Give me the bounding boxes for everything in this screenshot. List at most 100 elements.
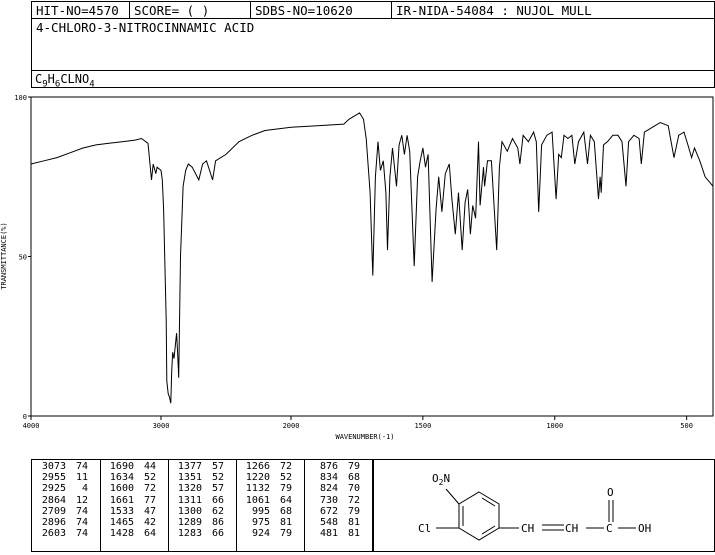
peak-row: 481 81 xyxy=(310,528,370,539)
peak-row: 2925 4 xyxy=(38,483,98,494)
peak-row: 548 81 xyxy=(310,517,370,528)
peak-wavenumber: 3073 xyxy=(41,461,66,472)
peak-wavenumber: 1428 xyxy=(109,528,134,540)
peak-transmittance: 81 xyxy=(347,528,360,540)
structure-panel: O2N Cl CH CH C O OH xyxy=(373,459,715,552)
peak-row: 1220 52 xyxy=(242,472,302,483)
peak-transmittance: 81 xyxy=(347,517,360,529)
peak-wavenumber: 995 xyxy=(251,505,270,517)
peak-wavenumber: 1220 xyxy=(245,472,270,484)
peak-wavenumber: 1289 xyxy=(177,517,202,529)
peak-row: 1377 57 xyxy=(174,461,234,472)
peak-row: 834 68 xyxy=(310,472,370,483)
peak-row: 924 79 xyxy=(242,528,302,539)
peak-wavenumber: 672 xyxy=(319,505,338,517)
peak-wavenumber: 2896 xyxy=(41,517,66,529)
x-axis-label: WAVENUMBER(-1) xyxy=(335,433,394,441)
peak-wavenumber: 1300 xyxy=(177,505,202,517)
peak-transmittance: 52 xyxy=(211,472,224,484)
peak-transmittance: 52 xyxy=(143,472,156,484)
peak-row: 1465 42 xyxy=(106,517,166,528)
peak-wavenumber: 1283 xyxy=(177,528,202,540)
x-tick-label: 4000 xyxy=(23,422,40,430)
peak-wavenumber: 481 xyxy=(319,528,338,540)
peak-row: 2955 11 xyxy=(38,472,98,483)
peak-wavenumber: 2603 xyxy=(41,528,66,540)
peak-transmittance: 74 xyxy=(75,517,88,529)
peak-transmittance: 79 xyxy=(347,505,360,517)
y-axis-label: TRANSMITTANCE(%) xyxy=(0,222,8,289)
y-tick-label: 50 xyxy=(19,254,27,262)
peak-transmittance: 72 xyxy=(279,461,292,472)
peak-transmittance: 74 xyxy=(75,461,88,472)
peak-wavenumber: 2864 xyxy=(41,494,66,506)
peak-transmittance: 86 xyxy=(211,517,224,529)
peak-transmittance: 74 xyxy=(75,528,88,540)
peak-row: 1283 66 xyxy=(174,528,234,539)
peak-wavenumber: 1634 xyxy=(109,472,134,484)
peak-transmittance: 74 xyxy=(75,505,88,517)
peak-transmittance: 66 xyxy=(211,528,224,540)
peak-transmittance: 11 xyxy=(75,472,88,484)
x-tick-label: 1000 xyxy=(546,422,563,430)
peak-row: 1428 64 xyxy=(106,528,166,539)
peak-transmittance: 72 xyxy=(143,483,156,495)
peak-wavenumber: 1533 xyxy=(109,505,134,517)
hit-number: HIT-NO=4570 xyxy=(36,3,119,18)
peak-transmittance: 4 xyxy=(81,483,88,495)
peak-wavenumber: 876 xyxy=(319,461,338,472)
hydroxyl-label: OH xyxy=(638,522,651,535)
peak-transmittance: 70 xyxy=(347,483,360,495)
peak-wavenumber: 924 xyxy=(251,528,270,540)
peak-transmittance: 64 xyxy=(279,494,292,506)
peak-row: 1533 47 xyxy=(106,506,166,517)
peak-transmittance: 79 xyxy=(279,483,292,495)
peak-row: 975 81 xyxy=(242,517,302,528)
peak-row: 2864 12 xyxy=(38,495,98,506)
peak-row: 1311 66 xyxy=(174,495,234,506)
peak-transmittance: 79 xyxy=(347,461,360,472)
x-tick-label: 1500 xyxy=(414,422,431,430)
peak-wavenumber: 1465 xyxy=(109,517,134,529)
peak-wavenumber: 2955 xyxy=(41,472,66,484)
peak-wavenumber: 730 xyxy=(319,494,338,506)
ir-id: IR-NIDA-54084 : NUJOL MULL xyxy=(396,3,592,18)
peak-row: 1132 79 xyxy=(242,483,302,494)
x-tick-label: 3000 xyxy=(153,422,170,430)
peak-transmittance: 62 xyxy=(211,505,224,517)
peak-wavenumber: 1600 xyxy=(109,483,134,495)
peak-row: 2603 74 xyxy=(38,528,98,539)
peak-row: 730 72 xyxy=(310,495,370,506)
spectrum-line xyxy=(30,112,714,404)
peak-transmittance: 12 xyxy=(75,494,88,506)
peak-wavenumber: 1661 xyxy=(109,494,134,506)
y-tick-label: 0 xyxy=(23,413,27,421)
peak-row: 1061 64 xyxy=(242,495,302,506)
peak-transmittance: 66 xyxy=(211,494,224,506)
peak-transmittance: 81 xyxy=(279,517,292,529)
peak-transmittance: 47 xyxy=(143,505,156,517)
peak-transmittance: 57 xyxy=(211,461,224,472)
peak-row: 2896 74 xyxy=(38,517,98,528)
score: SCORE= ( ) xyxy=(134,3,210,18)
peak-row: 1351 52 xyxy=(174,472,234,483)
peak-wavenumber: 1377 xyxy=(177,461,202,472)
peak-column: 1266 72 1220 52 1132 79 1061 64 995 68 975 81 924 79 xyxy=(242,461,302,539)
peak-column: 1377 57 1351 52 1320 57 1311 66 1300 62 1289 86 1283… xyxy=(174,461,234,539)
peak-table: 3073 74 2955 11 2925 4 2864 12 2709 74 2896 74 2603 7… xyxy=(31,459,373,552)
peak-row: 1289 86 xyxy=(174,517,234,528)
peak-row: 1634 52 xyxy=(106,472,166,483)
peak-row: 1661 77 xyxy=(106,495,166,506)
peak-row: 824 70 xyxy=(310,483,370,494)
peak-transmittance: 77 xyxy=(143,494,156,506)
sdbs-number: SDBS-NO=10620 xyxy=(255,3,353,18)
peak-column: 3073 74 2955 11 2925 4 2864 12 2709 74 2896 74 2603 7… xyxy=(38,461,98,539)
peak-row: 1320 57 xyxy=(174,483,234,494)
ch-label-1: CH xyxy=(521,522,534,535)
peak-row: 995 68 xyxy=(242,506,302,517)
peak-transmittance: 52 xyxy=(279,472,292,484)
peak-transmittance: 68 xyxy=(347,472,360,484)
structure-drawing: O2N Cl CH CH C O OH xyxy=(418,472,651,541)
ch-label-2: CH xyxy=(565,522,578,535)
peak-row: 2709 74 xyxy=(38,506,98,517)
